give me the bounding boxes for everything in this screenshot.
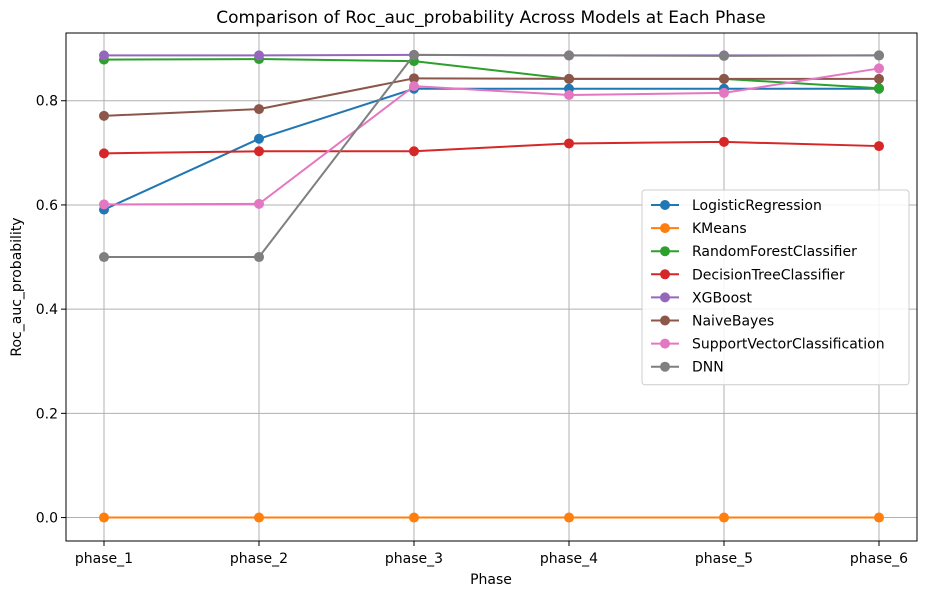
data-point <box>564 512 574 523</box>
data-point <box>564 90 574 101</box>
legend-label: KMeans <box>692 221 747 237</box>
series-KMeans <box>99 512 884 523</box>
data-point <box>874 50 884 61</box>
y-tick-label: 0.6 <box>36 198 58 214</box>
legend-label: RandomForestClassifier <box>692 244 857 260</box>
data-point <box>874 63 884 74</box>
legend-label: LogisticRegression <box>692 198 822 214</box>
legend-marker <box>660 246 670 257</box>
chart-title: Comparison of Roc_auc_probability Across… <box>216 8 765 28</box>
data-point <box>254 198 264 209</box>
legend-item: NaiveBayes <box>651 314 774 330</box>
x-tick-label: phase_6 <box>850 551 908 567</box>
data-point <box>409 73 419 84</box>
legend-label: NaiveBayes <box>692 314 774 330</box>
x-axis-label: Phase <box>470 572 512 588</box>
series-DecisionTreeClassifier <box>99 136 884 159</box>
legend-marker <box>660 269 670 280</box>
x-tick-label: phase_1 <box>75 551 133 567</box>
legend-marker <box>660 223 670 234</box>
plot-area-frame <box>65 32 918 542</box>
legend-marker <box>660 338 670 349</box>
data-point <box>254 104 264 115</box>
data-point <box>564 138 574 149</box>
data-point <box>874 83 884 94</box>
legend-item: DecisionTreeClassifier <box>651 267 845 283</box>
data-point <box>99 110 109 121</box>
axis-ticks: phase_1 phase_2 phase_3 phase_4 phase_5 phase… <box>36 94 908 567</box>
data-point <box>254 146 264 157</box>
series-NaiveBayes <box>99 73 884 121</box>
legend-label: SupportVectorClassification <box>692 337 885 353</box>
data-point <box>874 73 884 84</box>
series-line <box>103 58 880 90</box>
data-point <box>254 512 264 523</box>
x-tick-label: phase_2 <box>230 551 288 567</box>
legend-label: DNN <box>692 360 724 376</box>
series-line <box>104 53 880 259</box>
data-point <box>409 146 419 157</box>
data-point <box>874 512 884 523</box>
data-point <box>409 49 419 60</box>
series-line <box>103 67 880 206</box>
data-point <box>99 512 109 523</box>
data-point <box>564 50 574 61</box>
data-point <box>254 50 264 61</box>
legend-item: RandomForestClassifier <box>651 244 857 260</box>
legend-marker <box>660 315 670 326</box>
data-point <box>874 141 884 152</box>
series-SupportVectorClassification <box>99 63 884 210</box>
x-tick-label: phase_3 <box>385 551 443 567</box>
legend-item: SupportVectorClassification <box>651 337 885 353</box>
legend-marker <box>660 200 670 210</box>
data-point <box>409 512 419 523</box>
y-tick-label: 0.4 <box>36 302 58 318</box>
data-point <box>254 133 264 144</box>
data-point <box>719 50 729 61</box>
data-point <box>719 87 729 98</box>
legend-item: LogisticRegression <box>651 198 822 214</box>
series-line <box>103 77 879 117</box>
legend-item: KMeans <box>651 221 747 237</box>
data-point <box>719 136 729 147</box>
data-point <box>719 73 729 84</box>
series-RandomForestClassifier <box>99 54 884 94</box>
legend-item: XGBoost <box>651 290 752 306</box>
legend: LogisticRegression KMeans RandomForestClas… <box>641 189 910 386</box>
data-point <box>719 512 729 523</box>
y-tick-label: 0.0 <box>36 511 58 527</box>
y-tick-label: 0.2 <box>36 406 58 422</box>
data-point <box>254 252 264 263</box>
legend-marker <box>660 361 670 372</box>
legend-label: XGBoost <box>692 290 752 306</box>
series-DNN <box>99 49 884 263</box>
data-point <box>99 148 109 159</box>
legend-box <box>641 189 910 386</box>
data-point <box>409 81 419 92</box>
legend-item: DNN <box>651 360 724 376</box>
y-tick-label: 0.8 <box>36 94 58 110</box>
y-axis-label: Roc_auc_probability <box>9 217 25 356</box>
data-point <box>99 252 109 263</box>
x-tick-label: phase_5 <box>695 551 753 567</box>
data-point <box>564 73 574 84</box>
x-tick-label: phase_4 <box>540 551 598 567</box>
data-point <box>99 50 109 61</box>
series-lines <box>99 49 884 523</box>
legend-marker <box>660 292 670 303</box>
data-point <box>99 199 109 210</box>
series-line <box>103 140 880 155</box>
legend-label: DecisionTreeClassifier <box>692 267 845 283</box>
